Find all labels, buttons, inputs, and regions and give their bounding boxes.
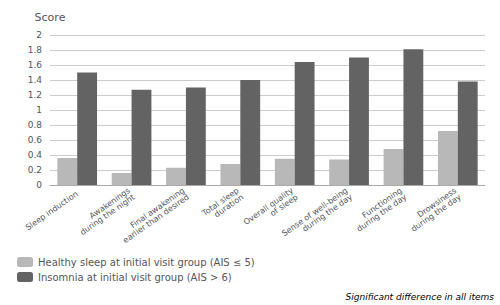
- svg-text:Sleep induction: Sleep induction: [24, 189, 80, 232]
- svg-text:earlier than desired: earlier than desired: [121, 193, 190, 245]
- svg-text:Functioning: Functioning: [360, 186, 404, 220]
- svg-text:2: 2: [36, 30, 42, 40]
- svg-text:Overall quality: Overall quality: [241, 186, 295, 227]
- svg-text:Awakenings: Awakenings: [87, 186, 132, 221]
- svg-text:1: 1: [36, 105, 42, 115]
- svg-text:Significant difference in all: Significant difference in all items: [346, 292, 495, 302]
- svg-text:1.4: 1.4: [28, 75, 43, 85]
- svg-text:during the day: during the day: [355, 192, 408, 233]
- svg-text:during the day: during the day: [409, 192, 462, 233]
- svg-text:0.6: 0.6: [28, 135, 43, 145]
- svg-text:Sense of well-being: Sense of well-being: [280, 186, 349, 238]
- svg-text:Insomnia at initial visit grou: Insomnia at initial visit group (AIS > 6…: [38, 272, 232, 283]
- svg-text:1.2: 1.2: [28, 90, 42, 100]
- svg-text:of sleep: of sleep: [269, 193, 300, 218]
- svg-text:duration: duration: [212, 193, 245, 220]
- svg-text:0.8: 0.8: [28, 120, 43, 130]
- svg-text:1.8: 1.8: [28, 45, 43, 55]
- svg-text:Score: Score: [35, 11, 66, 24]
- svg-text:Final awakening: Final awakening: [128, 186, 187, 231]
- svg-text:Drowsiness: Drowsiness: [415, 186, 459, 220]
- svg-text:0.2: 0.2: [28, 165, 42, 175]
- svg-text:Healthy sleep at initial visit: Healthy sleep at initial visit group (AI…: [38, 257, 255, 268]
- svg-text:Total sleep: Total sleep: [200, 186, 241, 218]
- svg-text:0.4: 0.4: [28, 150, 43, 160]
- svg-text:during the day: during the day: [301, 192, 354, 233]
- svg-text:1.6: 1.6: [28, 60, 43, 70]
- svg-text:0: 0: [36, 180, 42, 190]
- svg-text:during the night: during the night: [78, 193, 136, 237]
